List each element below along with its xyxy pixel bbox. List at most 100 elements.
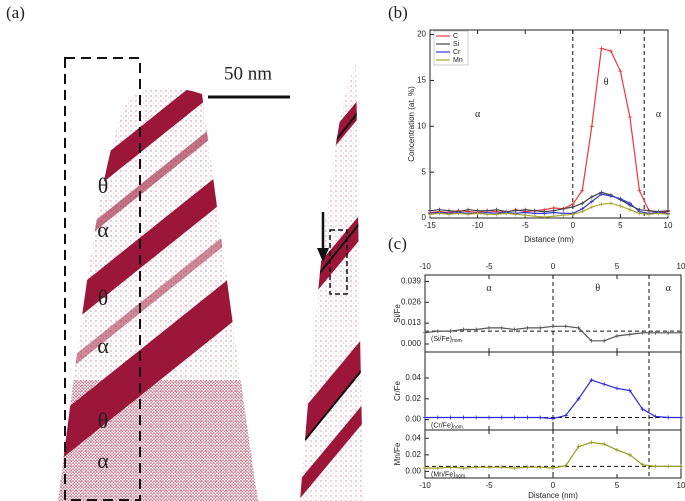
data-point <box>423 466 427 471</box>
phase-annotation: θ <box>604 77 609 88</box>
data-point <box>589 194 594 199</box>
data-point <box>640 407 645 412</box>
data-point <box>618 196 623 201</box>
x-tick-label: -5 <box>485 481 493 490</box>
roi-box <box>329 229 348 295</box>
y-tick-label: 0.039 <box>401 277 422 286</box>
data-point <box>487 465 491 470</box>
data-point <box>474 415 479 420</box>
panel-label: (b) <box>388 3 408 22</box>
arrow-head <box>317 248 329 262</box>
data-point <box>666 330 671 335</box>
data-point <box>580 209 585 214</box>
panel-label: (c) <box>388 234 407 253</box>
data-point <box>512 327 517 332</box>
data-point <box>485 212 490 217</box>
data-point <box>551 214 556 219</box>
y-tick-label: 20 <box>417 30 426 39</box>
x-tick-label: 10 <box>677 481 685 490</box>
data-point <box>423 330 427 335</box>
data-point <box>461 415 466 420</box>
phase-label: α <box>97 333 109 358</box>
data-point <box>637 211 642 216</box>
nominal-label-sub: nom. <box>456 474 467 480</box>
data-point <box>437 211 442 216</box>
data-point <box>627 207 632 212</box>
series-line <box>429 47 669 214</box>
y-axis-label: Mn/Fe <box>393 442 402 465</box>
data-point <box>538 325 543 330</box>
data-point <box>570 204 575 209</box>
data-point <box>435 415 440 420</box>
legend-box <box>433 30 469 66</box>
data-point <box>589 338 594 343</box>
y-tick-label: 0.00 <box>405 466 421 475</box>
phase-annotation: α <box>666 283 672 294</box>
data-point <box>618 204 623 209</box>
data-point <box>542 211 547 216</box>
data-point <box>513 212 518 217</box>
data-point <box>525 325 530 330</box>
data-point <box>599 192 604 197</box>
legend-label: Si <box>453 41 460 48</box>
x-tick-label: 0 <box>571 221 576 230</box>
data-point <box>466 207 471 212</box>
data-point <box>615 333 619 338</box>
phase-annotation: α <box>475 109 481 120</box>
x-tick-label: -10 <box>472 221 484 230</box>
x-tick-label: 0 <box>551 481 556 490</box>
x-axis-label: Distance (nm) <box>524 235 574 244</box>
data-point <box>504 211 509 216</box>
y-tick-label: 15 <box>417 76 426 85</box>
data-point <box>589 199 594 204</box>
data-point <box>475 211 480 216</box>
phase-label: θ <box>98 408 109 433</box>
data-point <box>627 388 632 393</box>
data-point <box>589 204 594 209</box>
x-tick-label: 5 <box>615 481 620 490</box>
x-tick-label: -10 <box>419 481 431 490</box>
data-point <box>423 415 427 420</box>
data-point <box>576 325 581 330</box>
data-point <box>461 466 466 471</box>
y-tick-label: 0.00 <box>405 415 421 424</box>
data-point <box>551 210 556 215</box>
data-point <box>640 462 645 467</box>
data-point <box>551 466 555 471</box>
data-point <box>461 327 466 332</box>
nominal-label-text: (Cr/Fe) <box>431 422 453 429</box>
data-point <box>563 413 568 418</box>
data-point <box>561 206 566 211</box>
y-tick-label: 0.04 <box>405 373 421 382</box>
x-tick-label: 10 <box>677 262 685 271</box>
phase-annotation: α <box>656 109 662 120</box>
plot-frame <box>429 29 669 219</box>
data-point <box>570 212 575 217</box>
data-point <box>580 201 585 206</box>
x-tick-label: 5 <box>615 262 620 271</box>
y-axis-label: Si/Fe <box>393 304 402 323</box>
data-point <box>618 69 623 74</box>
data-point <box>608 49 613 54</box>
data-point <box>589 378 594 383</box>
data-point <box>653 464 658 469</box>
data-point <box>666 415 671 420</box>
data-point <box>532 214 537 219</box>
data-point <box>538 415 543 420</box>
data-point <box>679 464 683 469</box>
data-point <box>640 330 645 335</box>
data-point <box>512 466 517 471</box>
data-point <box>487 325 491 330</box>
data-point <box>608 193 613 198</box>
y-tick-label: 0.02 <box>405 450 421 459</box>
data-point <box>679 415 683 420</box>
phase-label: θ <box>98 173 109 198</box>
data-point <box>589 124 594 129</box>
data-point <box>447 212 452 217</box>
data-point <box>474 465 479 470</box>
y-tick-label: 0.026 <box>401 297 422 306</box>
nominal-label-sub: nom. <box>452 338 463 344</box>
nominal-label-sub: nom. <box>453 425 464 431</box>
tip-side-image <box>300 62 364 501</box>
